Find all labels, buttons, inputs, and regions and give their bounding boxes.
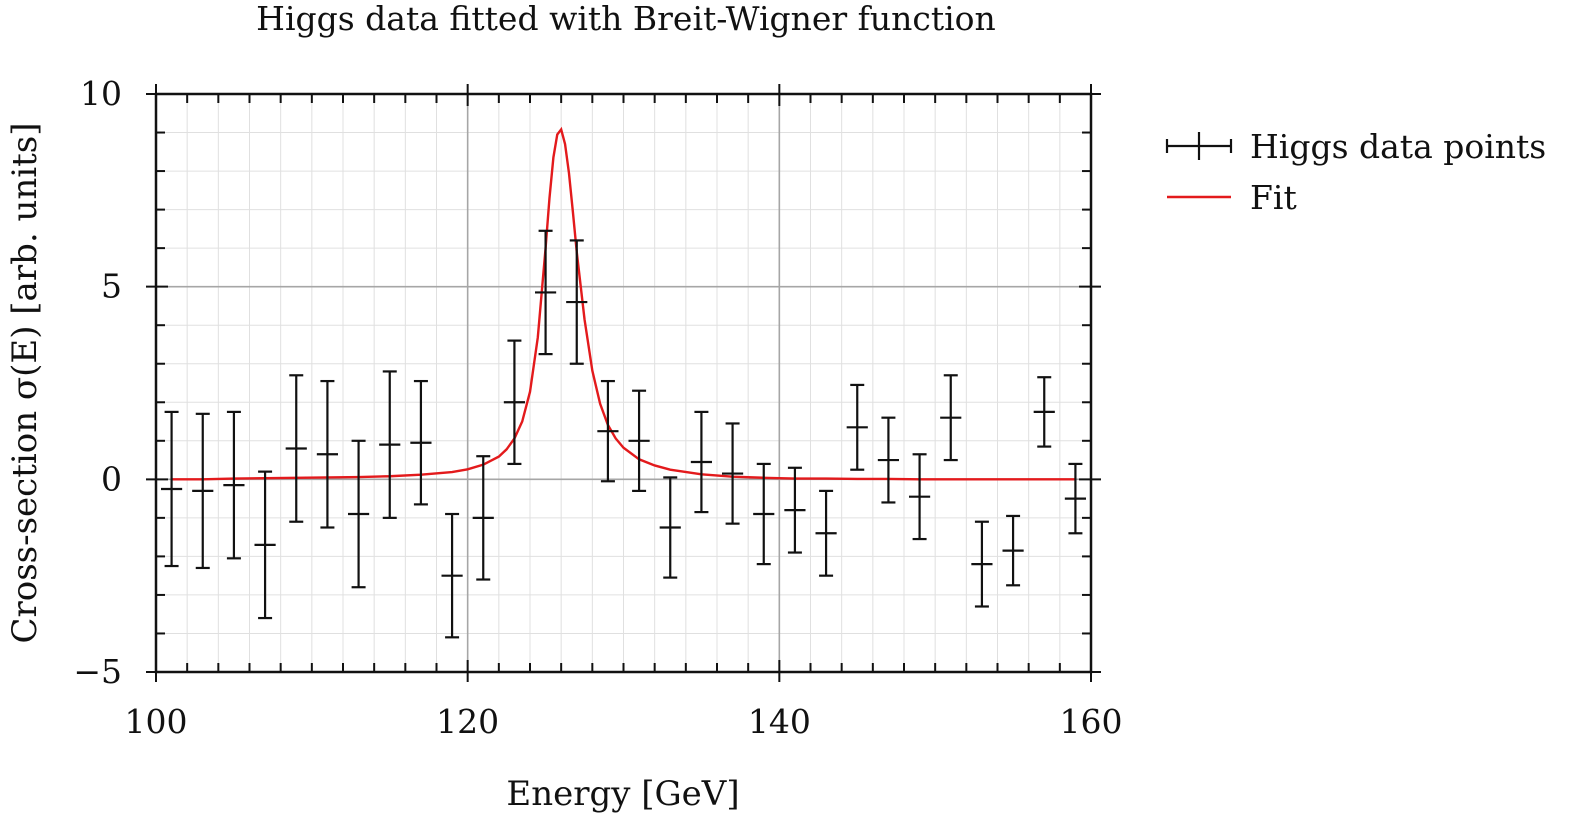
data-point xyxy=(940,374,962,462)
x-tick-label: 100 xyxy=(125,702,188,741)
data-point xyxy=(597,379,619,483)
data-point xyxy=(971,520,993,608)
x-tick-label: 160 xyxy=(1060,702,1123,741)
data-point xyxy=(846,383,868,471)
legend: Higgs data points Fit xyxy=(1165,127,1546,217)
data-point xyxy=(784,466,806,554)
y-tick-label: 5 xyxy=(101,267,122,306)
y-tick-label: −5 xyxy=(73,652,122,691)
data-point xyxy=(441,512,463,639)
data-point xyxy=(472,455,494,581)
legend-item-fit: Fit xyxy=(1167,178,1297,217)
axis-tick-labels: 100 120 140 160 −5 0 5 10 xyxy=(73,74,1122,741)
data-point xyxy=(1002,514,1024,587)
x-tick-label: 120 xyxy=(436,702,499,741)
data-point xyxy=(348,439,370,589)
data-point xyxy=(316,379,338,529)
data-point xyxy=(1033,376,1055,448)
data-point xyxy=(410,379,432,506)
y-tick-label: 10 xyxy=(80,74,122,113)
minor-gridlines xyxy=(156,94,1091,672)
x-axis-label: Energy [GeV] xyxy=(506,774,739,814)
y-axis-label: Cross-section σ(E) [arb. units] xyxy=(5,122,45,643)
data-points-layer xyxy=(161,229,1086,639)
data-point xyxy=(877,416,899,504)
data-point xyxy=(1064,462,1086,535)
y-tick-label: 0 xyxy=(101,459,122,498)
data-point xyxy=(815,489,837,577)
legend-item-data: Higgs data points xyxy=(1165,127,1546,166)
data-point xyxy=(254,470,276,620)
legend-label-fit: Fit xyxy=(1250,178,1297,217)
legend-label-data: Higgs data points xyxy=(1250,127,1546,166)
data-point xyxy=(161,410,183,568)
data-point xyxy=(690,410,712,514)
x-tick-label: 140 xyxy=(748,702,811,741)
data-point xyxy=(379,370,401,519)
data-point xyxy=(192,412,214,570)
chart-title: Higgs data fitted with Breit-Wigner func… xyxy=(256,0,996,38)
data-point xyxy=(753,462,775,566)
data-point xyxy=(285,374,307,523)
data-point xyxy=(659,476,681,579)
data-point xyxy=(223,410,245,560)
data-point xyxy=(535,229,557,356)
data-point xyxy=(628,389,650,492)
axis-ticks xyxy=(146,84,1101,682)
data-point xyxy=(503,339,525,466)
data-point xyxy=(566,239,588,365)
data-point xyxy=(722,422,744,525)
data-point xyxy=(909,453,931,541)
